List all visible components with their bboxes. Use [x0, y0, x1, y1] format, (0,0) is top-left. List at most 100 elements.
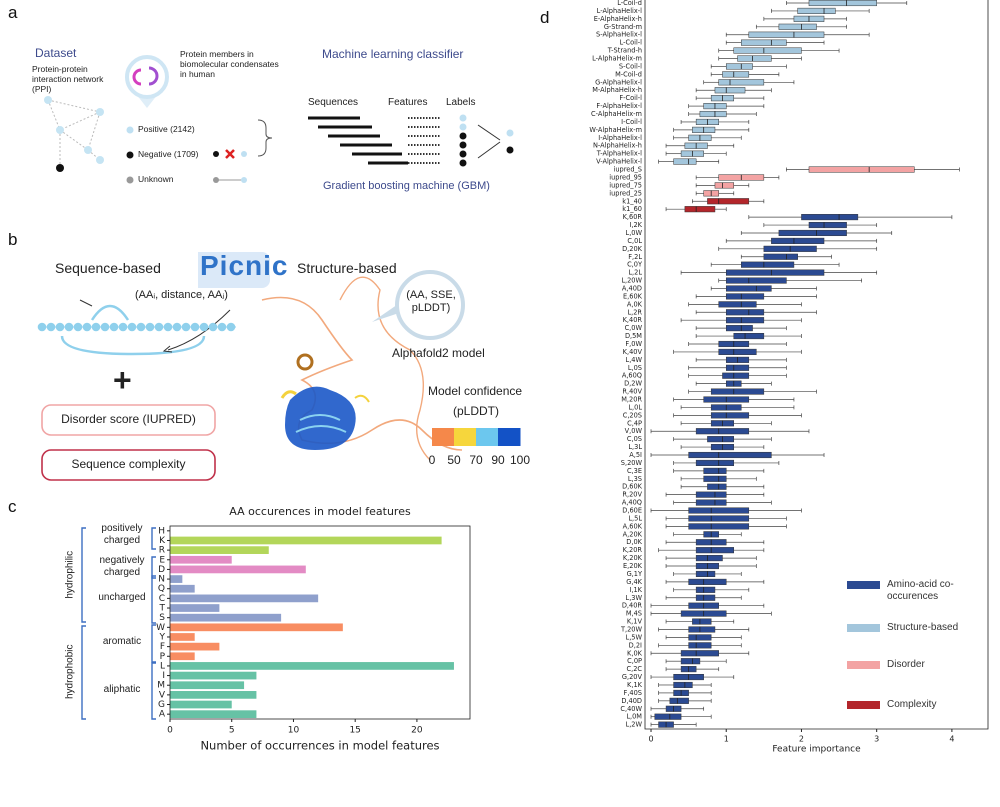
confidence-unit: (pLDDT) — [453, 404, 500, 418]
complexity-label: Sequence complexity — [71, 457, 186, 471]
y-tick-label: I-Coil-l — [621, 118, 642, 126]
box — [741, 39, 787, 46]
box — [669, 697, 689, 704]
box — [808, 221, 847, 229]
structure-based-title: Structure-based — [297, 260, 397, 276]
y-tick-label: E,60K — [623, 292, 643, 300]
y-tick-label: V-AlphaHelix-l — [596, 158, 642, 166]
box — [680, 658, 701, 665]
y-tick-label: E,20K — [623, 562, 643, 570]
box — [733, 47, 802, 54]
box — [725, 63, 753, 70]
colorbar-segment — [454, 428, 477, 446]
panel-letter: a — [8, 3, 18, 22]
y-tick-label: W-AlphaHelix-m — [589, 126, 642, 134]
y-tick-label: F,2L — [628, 253, 642, 261]
y-tick-label: M — [157, 681, 165, 691]
y-tick-label: C,0S — [627, 435, 642, 443]
triplet-label: (AAᵢ, distance, AAⱼ) — [135, 289, 228, 301]
y-tick-label: A,5I — [629, 451, 642, 459]
y-tick-label: T — [159, 604, 166, 614]
y-tick-label: F-AlphaHelix-l — [596, 102, 642, 110]
y-tick-label: L-AlphaHelix-m — [592, 55, 642, 63]
y-tick-label: C,0W — [625, 324, 643, 332]
y-tick-label: I — [162, 671, 165, 681]
x-tick-label: 3 — [874, 735, 879, 744]
colorbar-tick-label: 100 — [510, 453, 530, 467]
y-tick-label: D,60E — [622, 507, 642, 515]
y-tick-label: T-Strand-h — [607, 47, 642, 55]
labels-label: Labels — [446, 97, 476, 108]
y-tick-label: S-Coil-l — [619, 62, 642, 70]
y-tick-label: I,1K — [629, 586, 642, 594]
box — [714, 87, 746, 94]
x-tick-label: 2 — [799, 735, 804, 744]
y-tick-label: A,40D — [622, 284, 642, 292]
bar — [170, 575, 183, 583]
y-tick-label: iupred_95 — [609, 173, 642, 181]
y-tick-label: I,2K — [629, 221, 642, 229]
ml-title: Machine learning classifier — [322, 47, 464, 61]
legend-swatch — [847, 701, 880, 709]
box — [748, 31, 825, 38]
y-tick-label: T,20W — [620, 625, 643, 633]
y-tick-label: G,1Y — [627, 570, 643, 578]
y-tick-label: D,5M — [625, 332, 642, 340]
legend-swatch — [847, 661, 880, 669]
y-tick-label: F,0W — [625, 340, 642, 348]
complexity-box — [41, 449, 216, 481]
bar — [170, 681, 245, 690]
box — [695, 459, 735, 466]
bar — [170, 546, 269, 554]
confidence-title: Model confidence — [428, 384, 523, 398]
box — [725, 325, 753, 332]
colorbar-tick-label: 70 — [469, 453, 483, 467]
box — [725, 309, 765, 316]
plus-sign: + — [113, 362, 132, 398]
y-tick-label: K,0K — [627, 649, 643, 657]
bar — [170, 565, 306, 574]
y-tick-label: E — [159, 555, 165, 565]
confidence-colorbar: 0 50 70 90 100 — [429, 428, 530, 467]
y-tick-label: L,2L — [628, 269, 642, 277]
class-label: hydrophilic — [64, 550, 76, 599]
box — [695, 555, 723, 562]
box — [725, 285, 772, 292]
unknown-label: Unknown — [138, 174, 174, 184]
y-tick-label: M,4S — [626, 610, 642, 618]
colorbar-tick-label: 0 — [429, 453, 436, 467]
box — [710, 388, 765, 395]
x-tick-label: 1 — [724, 735, 729, 744]
y-tick-label: D,20K — [622, 245, 643, 253]
x-tick-label: 20 — [411, 726, 423, 736]
box — [688, 634, 712, 641]
y-tick-label: k1_60 — [622, 205, 642, 213]
y-tick-label: F — [160, 642, 165, 652]
y-tick-label: M,20R — [621, 396, 642, 404]
bar — [170, 710, 257, 719]
legend-label: Structure-based — [887, 622, 959, 633]
y-tick-label: R — [159, 546, 165, 556]
box — [778, 23, 817, 30]
y-tick-label: S,20W — [621, 459, 643, 467]
y-tick-label: L,3S — [628, 475, 642, 483]
box — [771, 237, 825, 244]
struct-features: (AA, SSE, pLDDT) — [406, 289, 456, 314]
ppi-label: Protein-protein interaction network (PPI… — [32, 64, 104, 94]
box — [741, 261, 795, 268]
charts: AA occurences in model featuresHKREDNQCT… — [156, 0, 989, 755]
x-tick-label: 0 — [167, 726, 173, 736]
y-tick-label: G,4K — [626, 578, 642, 586]
legend-swatch — [847, 624, 880, 632]
legend-label: Disorder — [887, 659, 925, 670]
x-tick-label: 10 — [288, 726, 300, 736]
bar — [170, 613, 282, 622]
x-axis-label: Feature importance — [772, 745, 861, 755]
axes-frame — [644, 0, 989, 730]
features-label: Features — [388, 97, 428, 108]
y-tick-label: K,40R — [623, 316, 643, 324]
y-tick-label: C,0Y — [627, 261, 643, 269]
box — [763, 253, 798, 260]
box — [797, 7, 836, 14]
